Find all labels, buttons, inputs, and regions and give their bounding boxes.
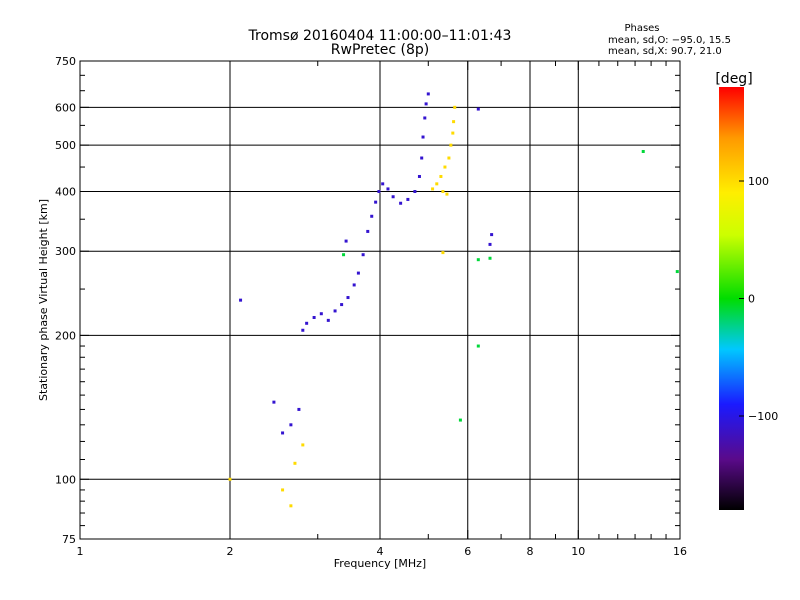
data-point	[293, 461, 297, 465]
data-point	[641, 149, 645, 153]
data-point	[399, 201, 403, 205]
data-point	[426, 92, 430, 96]
data-point	[406, 197, 410, 201]
data-point	[420, 156, 424, 160]
data-point	[361, 253, 365, 257]
y-tick-label: 200	[55, 329, 76, 342]
phases-stats-x: mean, sd,X: 90.7, 21.0	[608, 46, 722, 57]
data-points	[228, 92, 679, 508]
data-point	[346, 296, 350, 300]
chart-title: Tromsø 20160404 11:00:00–11:01:43	[248, 28, 512, 44]
x-tick-label: 16	[673, 545, 687, 558]
phases-stats-o: mean, sd,O: −95.0, 15.5	[608, 35, 731, 46]
data-point	[333, 309, 337, 313]
data-point	[386, 187, 390, 191]
data-point	[352, 283, 356, 287]
data-point	[443, 165, 447, 169]
y-tick-label: 600	[55, 101, 76, 114]
x-tick-label: 6	[464, 545, 471, 558]
y-tick-label: 500	[55, 139, 76, 152]
y-tick-label: 75	[62, 533, 76, 546]
data-point	[374, 200, 378, 204]
data-point	[281, 488, 285, 492]
data-point	[441, 251, 445, 255]
colorbar-tick-label: −100	[748, 410, 778, 423]
y-tick-label: 100	[55, 473, 76, 486]
data-point	[452, 120, 456, 124]
x-tick-label: 8	[527, 545, 534, 558]
x-tick-label: 2	[227, 545, 234, 558]
data-point	[366, 229, 370, 233]
x-tick-label: 1	[77, 545, 84, 558]
data-point	[319, 312, 323, 316]
data-point	[451, 131, 455, 135]
data-point	[476, 344, 480, 348]
data-point	[435, 182, 439, 186]
data-point	[356, 271, 360, 275]
chart-subtitle: RwPretec (8p)	[331, 42, 429, 58]
data-point	[289, 423, 293, 427]
axis-ticks: 1 2 4 6 8 10 16 75 100 200 300 400 500 600 750	[55, 55, 687, 558]
data-point	[423, 116, 427, 120]
y-axis-label: Stationary phase Virtual Height [km]	[37, 199, 50, 401]
data-point	[228, 477, 232, 481]
data-point	[342, 253, 346, 257]
data-point	[413, 189, 417, 193]
colorbar-ticks: 100 0 −100	[739, 175, 778, 423]
data-point	[476, 107, 480, 111]
data-point	[370, 214, 374, 218]
data-point	[431, 187, 435, 191]
y-tick-label: 750	[55, 55, 76, 68]
colorbar-tick-label: 0	[748, 293, 755, 306]
data-point	[391, 195, 395, 199]
data-point	[424, 102, 428, 106]
grid-lines	[80, 61, 680, 539]
data-point	[488, 256, 492, 260]
data-point	[239, 298, 243, 302]
data-point	[490, 233, 494, 237]
data-point	[488, 242, 492, 246]
data-point	[445, 192, 449, 196]
colorbar-tick-label: 100	[748, 175, 769, 188]
data-point	[289, 504, 293, 508]
data-point	[453, 105, 457, 109]
x-axis-label: Frequency [MHz]	[334, 557, 426, 570]
data-point	[301, 328, 305, 332]
data-point	[417, 174, 421, 178]
data-point	[377, 189, 381, 193]
x-tick-label: 4	[377, 545, 384, 558]
data-point	[439, 174, 443, 178]
data-point	[381, 182, 385, 186]
data-point	[449, 143, 453, 147]
y-tick-label: 300	[55, 245, 76, 258]
data-point	[476, 258, 480, 262]
data-point	[447, 156, 451, 160]
data-point	[458, 418, 462, 422]
data-point	[305, 321, 309, 325]
data-point	[675, 270, 679, 274]
data-point	[326, 318, 330, 322]
colorbar-label: [deg]	[715, 71, 752, 87]
data-point	[281, 431, 285, 435]
data-point	[272, 400, 276, 404]
data-point	[301, 443, 305, 447]
x-tick-label: 10	[571, 545, 585, 558]
data-point	[340, 303, 344, 307]
data-point	[344, 239, 348, 243]
data-point	[297, 407, 301, 411]
data-point	[421, 135, 425, 139]
phases-header: Phases	[624, 23, 659, 34]
data-point	[312, 315, 316, 319]
y-tick-label: 400	[55, 185, 76, 198]
data-point	[441, 189, 445, 193]
